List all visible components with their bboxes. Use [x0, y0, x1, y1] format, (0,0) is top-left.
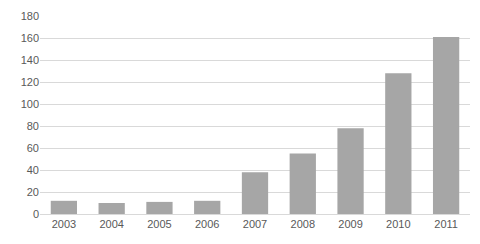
svg-text:2010: 2010 — [386, 218, 410, 230]
svg-text:2004: 2004 — [99, 218, 123, 230]
svg-text:2003: 2003 — [52, 218, 76, 230]
svg-text:80: 80 — [27, 120, 39, 132]
svg-text:20: 20 — [27, 186, 39, 198]
svg-text:180: 180 — [21, 10, 39, 22]
svg-text:2008: 2008 — [291, 218, 315, 230]
svg-text:140: 140 — [21, 54, 39, 66]
svg-text:60: 60 — [27, 142, 39, 154]
svg-text:0: 0 — [33, 208, 39, 220]
svg-text:2005: 2005 — [147, 218, 171, 230]
svg-text:100: 100 — [21, 98, 39, 110]
svg-text:2007: 2007 — [243, 218, 267, 230]
svg-text:2006: 2006 — [195, 218, 219, 230]
svg-text:2009: 2009 — [338, 218, 362, 230]
svg-text:120: 120 — [21, 76, 39, 88]
svg-text:2011: 2011 — [434, 218, 458, 230]
svg-text:160: 160 — [21, 32, 39, 44]
svg-text:40: 40 — [27, 164, 39, 176]
